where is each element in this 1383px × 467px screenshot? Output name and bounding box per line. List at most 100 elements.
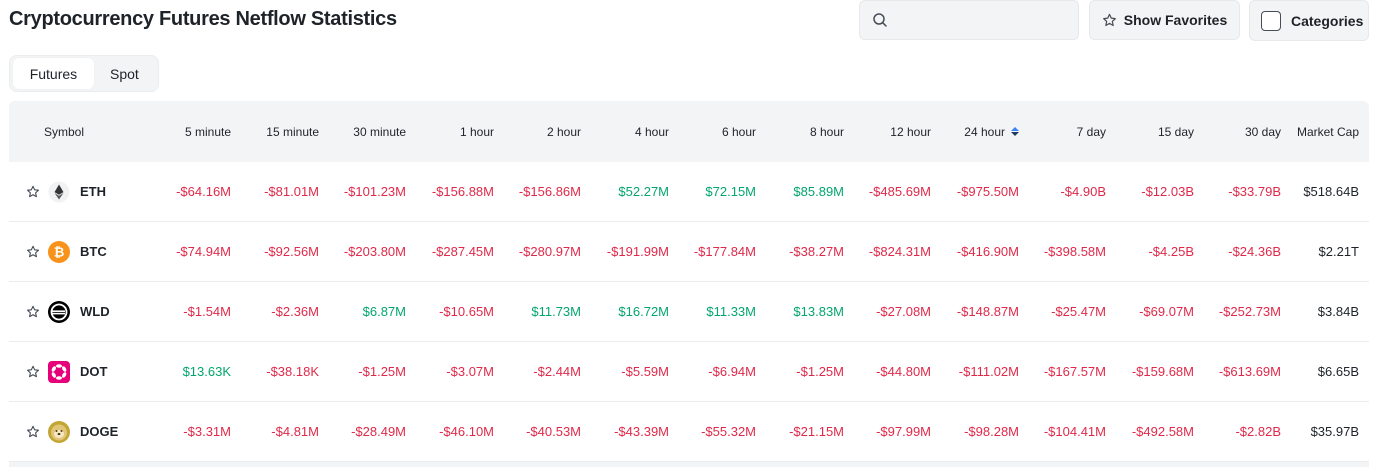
netflow-value: -$44.80M xyxy=(876,364,931,379)
column-header[interactable]: 12 hour xyxy=(890,101,931,162)
netflow-value: $13.83M xyxy=(793,304,844,319)
favorite-star-icon[interactable] xyxy=(26,185,40,199)
netflow-value: -$148.87M xyxy=(956,304,1019,319)
netflow-value: -$98.28M xyxy=(964,424,1019,439)
netflow-value: -$203.80M xyxy=(343,244,406,259)
table-row[interactable]: WLD -$1.54M -$2.36M $6.87M -$10.65M $11.73M $1… xyxy=(9,282,1369,342)
netflow-value: -$97.99M xyxy=(876,424,931,439)
column-header-label: 15 day xyxy=(1157,124,1194,139)
netflow-value: -$101.23M xyxy=(343,184,406,199)
column-header[interactable]: 2 hour xyxy=(547,101,581,162)
netflow-value: -$1.25M xyxy=(358,364,406,379)
netflow-value: -$33.79B xyxy=(1228,184,1281,199)
netflow-value: -$92.56M xyxy=(264,244,319,259)
netflow-value: -$46.10M xyxy=(439,424,494,439)
market-cap-value: $35.97B xyxy=(1310,424,1359,439)
netflow-value: -$6.94M xyxy=(708,364,756,379)
tab-spot[interactable]: Spot xyxy=(110,65,139,82)
column-header[interactable]: Market Cap xyxy=(1297,101,1359,162)
categories-checkbox[interactable] xyxy=(1261,10,1281,31)
column-header[interactable]: 15 day xyxy=(1158,101,1194,162)
netflow-value: -$3.31M xyxy=(183,424,231,439)
netflow-value: -$81.01M xyxy=(264,184,319,199)
netflow-value: -$4.25B xyxy=(1148,244,1194,259)
categories-label: Categories xyxy=(1291,12,1364,29)
table-row-partial xyxy=(9,462,1369,467)
column-header[interactable]: 30 minute xyxy=(353,101,406,162)
symbol-cell: DOT xyxy=(26,342,107,401)
column-header[interactable]: 30 day xyxy=(1245,101,1281,162)
search-field[interactable] xyxy=(859,0,1079,40)
table-row[interactable]: ₿ BTC -$74.94M -$92.56M -$203.80M -$287.45M -$… xyxy=(9,222,1369,282)
netflow-value: $85.89M xyxy=(793,184,844,199)
table-row[interactable]: ETH -$64.16M -$81.01M -$101.23M -$156.88M -$1… xyxy=(9,162,1369,222)
show-favorites-button[interactable]: Show Favorites xyxy=(1089,0,1240,40)
netflow-value: -$10.65M xyxy=(439,304,494,319)
netflow-value: -$104.41M xyxy=(1043,424,1106,439)
netflow-value: -$43.39M xyxy=(614,424,669,439)
table-row[interactable]: DOT $13.63K -$38.18K -$1.25M -$3.07M -$2.44M -… xyxy=(9,342,1369,402)
netflow-value: $11.33M xyxy=(706,304,756,319)
table-row[interactable]: DOGE -$3.31M -$4.81M -$28.49M -$46.10M -$40.5… xyxy=(9,402,1369,462)
netflow-value: -$5.59M xyxy=(621,364,669,379)
netflow-value: $52.27M xyxy=(618,184,669,199)
netflow-value: $11.73M xyxy=(531,304,581,319)
categories-button[interactable]: Categories xyxy=(1249,0,1369,41)
market-cap-value: $3.84B xyxy=(1317,304,1359,319)
netflow-value: -$252.73M xyxy=(1218,304,1281,319)
symbol-cell: WLD xyxy=(26,282,110,341)
column-header[interactable]: 15 minute xyxy=(266,101,319,162)
market-cap-value: $518.64B xyxy=(1303,184,1359,199)
column-header[interactable]: 7 day xyxy=(1077,101,1106,162)
symbol-label: BTC xyxy=(80,244,107,259)
column-header[interactable]: 24 hour xyxy=(964,101,1019,162)
sort-icon[interactable] xyxy=(1011,127,1019,136)
market-cap-value: $6.65B xyxy=(1317,364,1359,379)
column-header-symbol[interactable]: Symbol xyxy=(44,101,84,162)
netflow-value: -$2.36M xyxy=(271,304,319,319)
favorite-star-icon[interactable] xyxy=(26,365,40,379)
netflow-value: -$416.90M xyxy=(956,244,1019,259)
column-header[interactable]: 1 hour xyxy=(460,101,494,162)
netflow-value: -$40.53M xyxy=(526,424,581,439)
netflow-value: -$38.27M xyxy=(789,244,844,259)
netflow-value: -$156.86M xyxy=(518,184,581,199)
symbol-label: DOGE xyxy=(80,424,119,439)
favorite-star-icon[interactable] xyxy=(26,425,40,439)
column-header[interactable]: 8 hour xyxy=(810,101,844,162)
symbol-label: ETH xyxy=(80,184,106,199)
netflow-value: $72.15M xyxy=(705,184,756,199)
column-header-label: 1 hour xyxy=(459,124,494,139)
netflow-value: -$492.58M xyxy=(1131,424,1194,439)
netflow-value: -$4.90B xyxy=(1060,184,1106,199)
netflow-value: -$1.25M xyxy=(796,364,844,379)
netflow-value: -$398.58M xyxy=(1043,244,1106,259)
svg-text:₿: ₿ xyxy=(54,245,65,260)
netflow-value: $13.63K xyxy=(182,364,231,379)
netflow-value: -$975.50M xyxy=(956,184,1019,199)
column-header-label: 12 hour xyxy=(890,124,931,139)
market-cap-value: $2.21T xyxy=(1318,244,1359,259)
netflow-value: -$485.69M xyxy=(868,184,931,199)
column-header-label: Symbol xyxy=(44,124,85,139)
column-header-label: 30 minute xyxy=(353,124,406,139)
search-input[interactable] xyxy=(896,12,1076,28)
column-header[interactable]: 5 minute xyxy=(185,101,231,162)
netflow-value: -$159.68M xyxy=(1131,364,1194,379)
column-header[interactable]: 4 hour xyxy=(635,101,669,162)
favorite-star-icon[interactable] xyxy=(26,305,40,319)
netflow-value: -$28.49M xyxy=(351,424,406,439)
column-header-label: 8 hour xyxy=(809,124,844,139)
column-header-label: 24 hour xyxy=(964,124,1005,139)
column-header[interactable]: 6 hour xyxy=(722,101,756,162)
netflow-value: -$64.16M xyxy=(176,184,231,199)
netflow-value: -$27.08M xyxy=(876,304,931,319)
netflow-value: -$2.82B xyxy=(1235,424,1281,439)
netflow-value: -$111.02M xyxy=(958,364,1019,379)
favorite-star-icon[interactable] xyxy=(26,245,40,259)
netflow-value: -$24.36B xyxy=(1228,244,1281,259)
netflow-value: -$824.31M xyxy=(868,244,931,259)
star-icon xyxy=(1102,13,1116,26)
tab-futures[interactable]: Futures xyxy=(13,58,94,89)
netflow-value: -$12.03B xyxy=(1141,184,1194,199)
